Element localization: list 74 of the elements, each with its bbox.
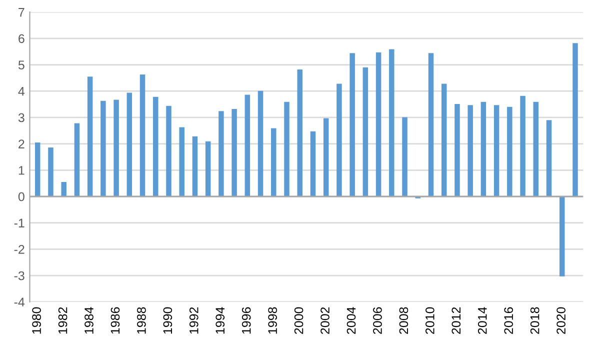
bar: [232, 109, 237, 196]
bar: [271, 128, 276, 196]
y-tick-label: -3: [14, 271, 24, 280]
bar: [350, 53, 355, 196]
bar: [179, 127, 184, 196]
bar: [428, 53, 434, 196]
bar: [572, 43, 578, 196]
bar: [284, 102, 290, 196]
bar: [192, 136, 198, 196]
bar: [140, 74, 146, 196]
x-tick-label: 2014: [478, 307, 487, 334]
x-tick-label: 2020: [556, 307, 566, 334]
y-tick-label: 5: [18, 60, 24, 70]
bar: [362, 67, 368, 196]
bar: [468, 105, 473, 196]
bar: [454, 104, 460, 196]
bar: [376, 52, 382, 196]
y-tick-label: 0: [18, 192, 24, 202]
x-tick-label: 1984: [84, 307, 94, 334]
x-tick-label: 2016: [504, 307, 514, 334]
bar: [297, 70, 302, 196]
x-tick-label: 2008: [399, 307, 408, 334]
bar: [323, 118, 329, 196]
bar: [166, 106, 172, 196]
x-tick-label: 1990: [163, 307, 172, 334]
bar: [441, 84, 447, 196]
bar: [218, 111, 224, 196]
bar: [559, 196, 565, 276]
y-tick-label: 4: [18, 87, 25, 96]
bar: [34, 142, 40, 196]
y-tick-label: -2: [14, 244, 24, 254]
y-tick-label: 2: [18, 140, 24, 148]
bar: [61, 182, 66, 196]
x-tick-label: 2018: [530, 307, 540, 334]
bar: [114, 100, 119, 196]
bar: [153, 96, 158, 196]
y-tick-label: 7: [18, 8, 24, 17]
bar: [494, 105, 500, 196]
x-tick-label: 2002: [320, 307, 330, 334]
x-tick-label: 1996: [242, 307, 251, 334]
x-tick-label: 1988: [137, 307, 146, 334]
bar: [402, 117, 408, 196]
x-tick-label: 1992: [189, 307, 198, 334]
bar: [205, 141, 211, 196]
bar: [48, 147, 54, 196]
y-tick-label: -4: [14, 298, 25, 306]
x-tick-label: 2012: [452, 307, 461, 334]
x-tick-label: 2004: [346, 307, 356, 334]
y-tick-label: -1: [14, 218, 24, 228]
x-tick-label: 2010: [426, 307, 434, 334]
bar: [258, 90, 264, 196]
x-tick-label: 1982: [58, 307, 68, 334]
y-tick-label: 1: [18, 166, 24, 175]
x-tick-label: 1986: [110, 307, 120, 334]
bar: [126, 92, 132, 196]
bar: [546, 120, 552, 196]
bar: [74, 123, 80, 196]
x-tick-label: 2006: [373, 307, 382, 334]
y-tick-label: 6: [18, 34, 24, 44]
bar: [310, 131, 316, 196]
bar: [520, 96, 526, 196]
bar: [389, 49, 394, 196]
bar: [244, 94, 250, 196]
x-tick-label: 1998: [268, 307, 277, 334]
x-tick-label: 1994: [216, 307, 225, 334]
bar: [533, 102, 539, 196]
bar: [87, 76, 93, 196]
x-tick-label: 1980: [32, 307, 41, 334]
y-tick-label: 3: [18, 113, 24, 122]
bar: [100, 100, 106, 196]
bar: [336, 84, 342, 196]
bar: [507, 106, 512, 196]
bar: [480, 102, 486, 196]
x-tick-label: 2000: [294, 307, 304, 334]
